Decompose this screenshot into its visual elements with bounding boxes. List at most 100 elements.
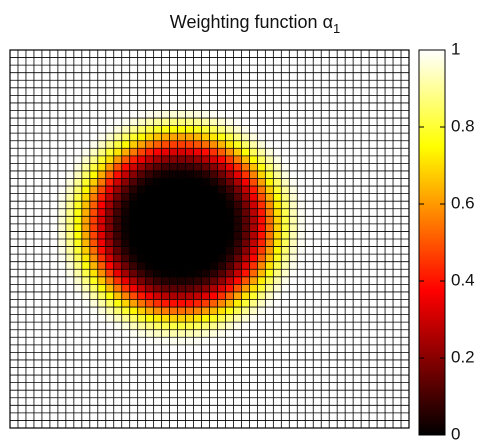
heatmap-cell: [177, 57, 186, 66]
heatmap-cell: [313, 125, 322, 134]
heatmap-cell: [113, 239, 122, 247]
heatmap-cell: [401, 239, 410, 247]
heatmap-cell: [265, 344, 274, 353]
heatmap-cell: [177, 148, 186, 156]
heatmap-cell: [321, 72, 330, 81]
heatmap-cell: [25, 65, 34, 73]
heatmap-cell: [353, 80, 362, 88]
heatmap-cell: [105, 193, 114, 202]
heatmap-cell: [73, 72, 82, 81]
heatmap-cell: [225, 163, 234, 172]
heatmap-cell: [385, 208, 394, 217]
heatmap-cell: [65, 80, 74, 88]
heatmap-cell: [113, 412, 122, 421]
heatmap-cell: [57, 382, 66, 391]
heatmap-cell: [41, 284, 50, 292]
heatmap-cell: [273, 140, 282, 149]
heatmap-cell: [177, 337, 186, 345]
heatmap-cell: [41, 186, 50, 194]
heatmap-cell: [49, 284, 58, 292]
heatmap-cell: [49, 170, 58, 179]
heatmap-cell: [105, 110, 114, 119]
heatmap-cell: [161, 72, 170, 81]
heatmap-cell: [49, 72, 58, 81]
heatmap-cell: [401, 170, 410, 179]
heatmap-cell: [137, 223, 146, 232]
heatmap-cell: [97, 337, 106, 345]
heatmap-cell: [145, 110, 154, 119]
heatmap-cell: [73, 208, 82, 217]
heatmap-cell: [161, 208, 170, 217]
heatmap-cell: [49, 314, 58, 323]
chart-title: Weighting function α1: [170, 12, 340, 36]
heatmap-cell: [353, 412, 362, 421]
heatmap-cell: [249, 254, 258, 262]
heatmap-cell: [257, 170, 266, 179]
heatmap-cell: [401, 223, 410, 232]
heatmap-cell: [121, 118, 130, 126]
heatmap-cell: [145, 170, 154, 179]
heatmap-cell: [169, 405, 178, 413]
heatmap-cell: [353, 352, 362, 361]
heatmap-cell: [65, 178, 74, 187]
heatmap-cell: [401, 307, 410, 315]
heatmap-cell: [113, 352, 122, 361]
heatmap-cell: [385, 344, 394, 353]
heatmap-cell: [49, 239, 58, 247]
heatmap-cell: [281, 390, 290, 398]
heatmap-cell: [145, 390, 154, 398]
heatmap-cell: [393, 276, 402, 285]
heatmap-cell: [97, 133, 106, 141]
heatmap-cell: [121, 246, 130, 255]
heatmap-cell: [321, 133, 330, 141]
heatmap-cell: [25, 307, 34, 315]
heatmap-cell: [10, 276, 19, 285]
heatmap-cell: [265, 72, 274, 81]
heatmap-cell: [57, 359, 66, 368]
heatmap-cell: [105, 208, 114, 217]
heatmap-cell: [25, 284, 34, 292]
heatmap-cell: [249, 239, 258, 247]
heatmap-cell: [121, 170, 130, 179]
heatmap-cell: [17, 314, 27, 323]
heatmap-cell: [281, 367, 290, 376]
heatmap-cell: [393, 80, 402, 88]
heatmap-cell: [209, 170, 218, 179]
heatmap-cell: [10, 102, 19, 111]
heatmap-cell: [193, 216, 202, 224]
heatmap-cell: [81, 65, 90, 73]
heatmap-cell: [289, 223, 298, 232]
heatmap-cell: [241, 269, 250, 277]
chart-title-main: Weighting function: [170, 12, 323, 32]
heatmap-cell: [81, 412, 90, 421]
heatmap-cell: [113, 337, 122, 345]
heatmap-cell: [369, 329, 378, 338]
heatmap-cell: [233, 223, 242, 232]
heatmap-cell: [153, 148, 162, 156]
heatmap-cell: [137, 133, 146, 141]
heatmap-cell: [233, 133, 242, 141]
heatmap-cell: [209, 110, 218, 119]
heatmap-cell: [305, 322, 314, 330]
heatmap-cell: [361, 65, 370, 73]
heatmap-cell: [193, 291, 202, 300]
heatmap-cell: [153, 284, 162, 292]
heatmap-cell: [161, 50, 170, 58]
heatmap-cell: [281, 208, 290, 217]
heatmap-cell: [49, 322, 58, 330]
heatmap-cell: [153, 155, 162, 164]
heatmap-cell: [25, 178, 34, 187]
heatmap-cell: [25, 299, 34, 308]
heatmap-cell: [145, 276, 154, 285]
heatmap-cell: [361, 276, 370, 285]
heatmap-cell: [89, 367, 98, 376]
heatmap-cell: [369, 148, 378, 156]
heatmap-cell: [57, 420, 66, 429]
heatmap-cell: [393, 155, 402, 164]
heatmap-cell: [241, 223, 250, 232]
heatmap-cell: [361, 110, 370, 119]
heatmap-cell: [177, 110, 186, 119]
heatmap-cell: [185, 344, 194, 353]
heatmap-cell: [241, 193, 250, 202]
heatmap-cell: [233, 367, 242, 376]
